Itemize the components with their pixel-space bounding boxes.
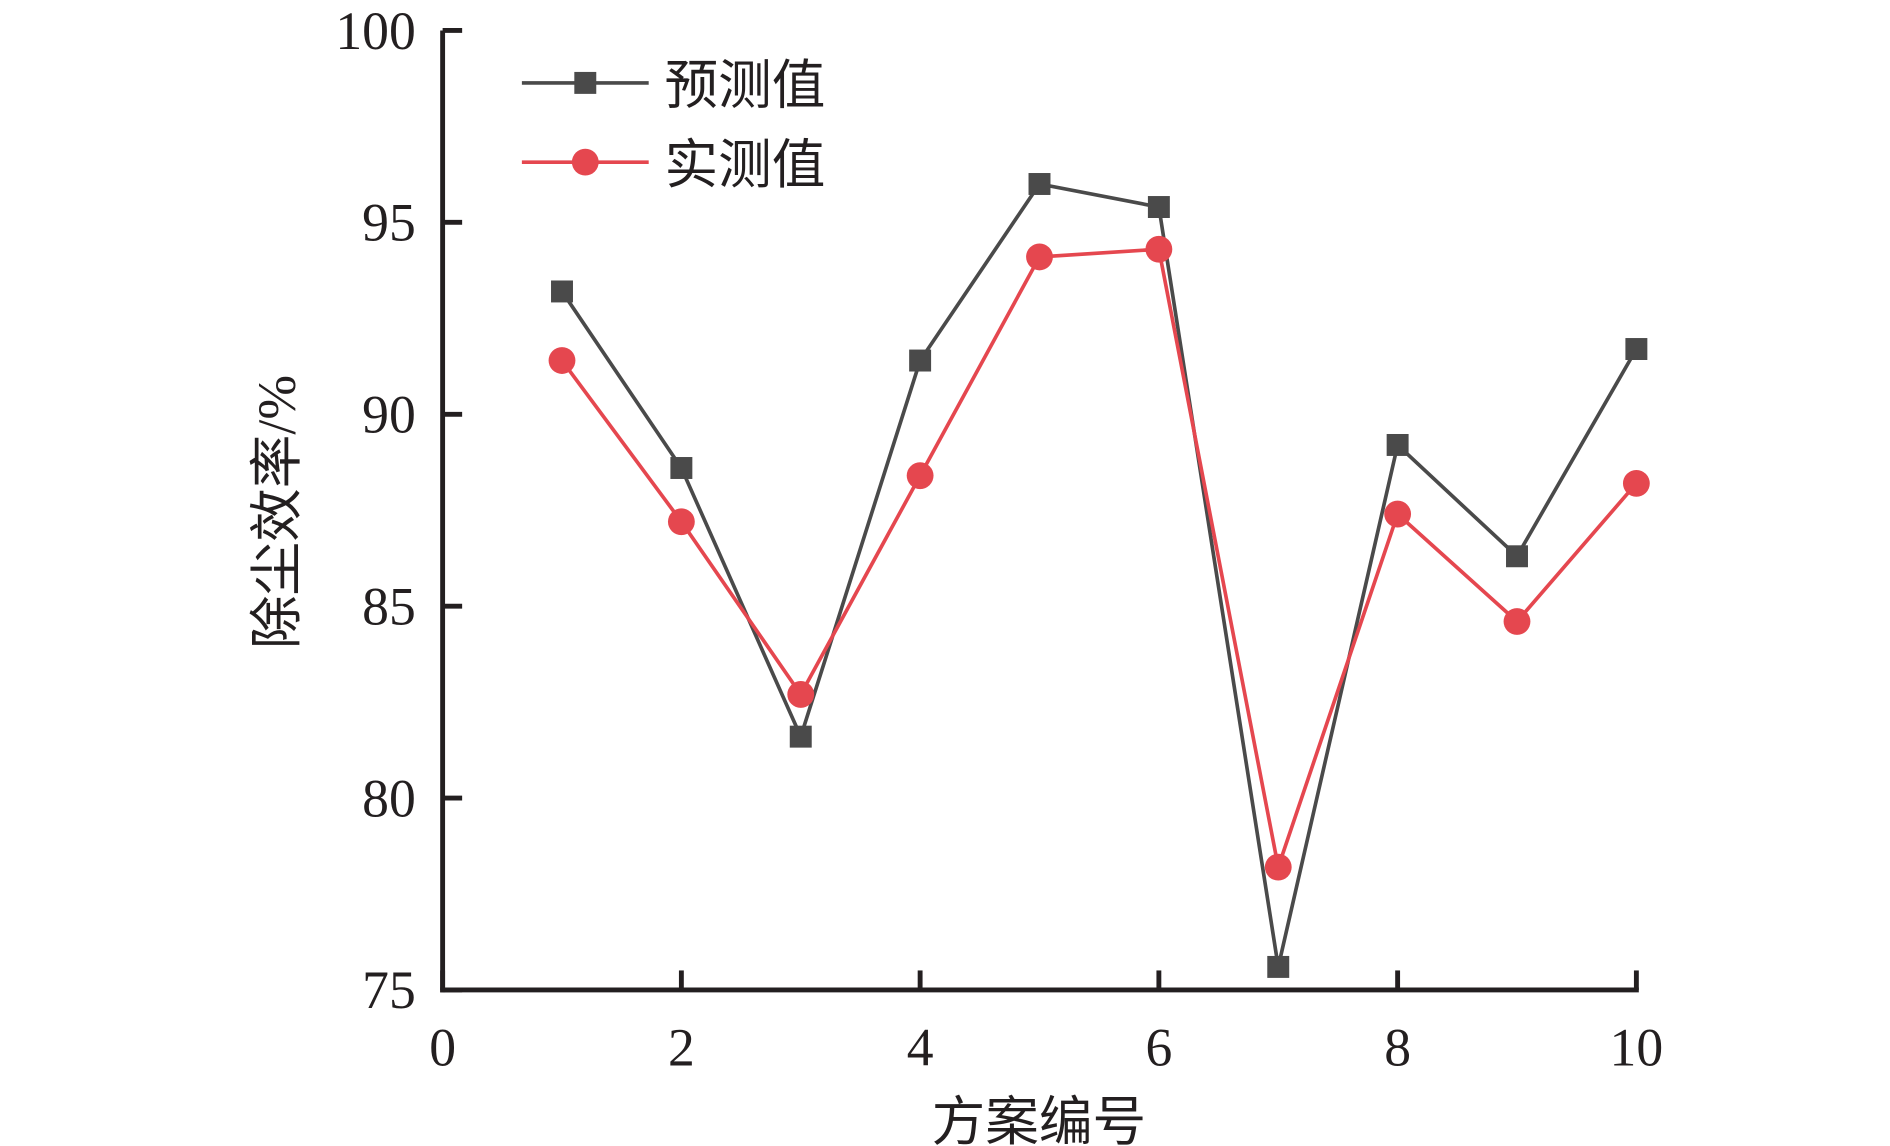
data-point-circle xyxy=(1026,243,1053,271)
data-point-square xyxy=(789,725,812,748)
data-point-square xyxy=(1267,955,1290,978)
data-point-square xyxy=(1506,545,1528,568)
x-tick-label: 8 xyxy=(1384,1018,1411,1078)
data-point-circle xyxy=(1384,500,1412,528)
x-tick-label: 6 xyxy=(1145,1018,1172,1078)
y-axis-label: 除尘效率/% xyxy=(247,375,307,649)
data-point-square xyxy=(551,280,573,303)
data-point-circle xyxy=(667,508,695,536)
data-point-circle xyxy=(571,148,599,176)
legend-item: 实测值 xyxy=(521,135,826,195)
legend-item: 预测值 xyxy=(521,56,826,116)
y-tick-label: 80 xyxy=(362,768,416,828)
series-line xyxy=(560,181,1638,968)
series-line xyxy=(560,247,1638,875)
x-axis-label: 方案编号 xyxy=(932,1092,1147,1146)
data-point-square xyxy=(1386,433,1409,456)
y-tick-label: 95 xyxy=(362,193,416,253)
data-point-square xyxy=(1625,338,1648,360)
data-point-circle xyxy=(1503,608,1531,635)
data-point-circle xyxy=(548,347,576,374)
series-predicted xyxy=(551,173,1648,978)
axes: 0 2 4 6 8 10 75 80 85 90 95 100 xyxy=(335,1,1663,1078)
data-point-circle xyxy=(1145,235,1173,263)
data-point-square xyxy=(670,457,693,479)
data-point-circle xyxy=(906,462,934,490)
x-tick-label: 4 xyxy=(907,1018,934,1078)
y-tick-label: 100 xyxy=(335,1,415,61)
data-point-circle xyxy=(1622,469,1650,497)
data-point-square xyxy=(574,71,597,94)
legend-label: 实测值 xyxy=(665,135,826,195)
legend-label: 预测值 xyxy=(665,56,826,116)
y-tick-label: 75 xyxy=(362,960,416,1020)
data-point-square xyxy=(1028,173,1051,195)
data-point-circle xyxy=(1264,853,1292,881)
x-tick-label: 0 xyxy=(429,1018,456,1078)
series-layer xyxy=(548,173,1650,978)
data-point-circle xyxy=(787,681,815,708)
y-tick-label: 90 xyxy=(362,385,416,445)
data-point-square xyxy=(1147,196,1170,218)
data-point-square xyxy=(909,349,932,372)
series-measured xyxy=(548,235,1650,881)
x-tick-label: 2 xyxy=(668,1018,695,1078)
x-tick-label: 10 xyxy=(1610,1018,1664,1078)
y-tick-label: 85 xyxy=(362,576,416,636)
